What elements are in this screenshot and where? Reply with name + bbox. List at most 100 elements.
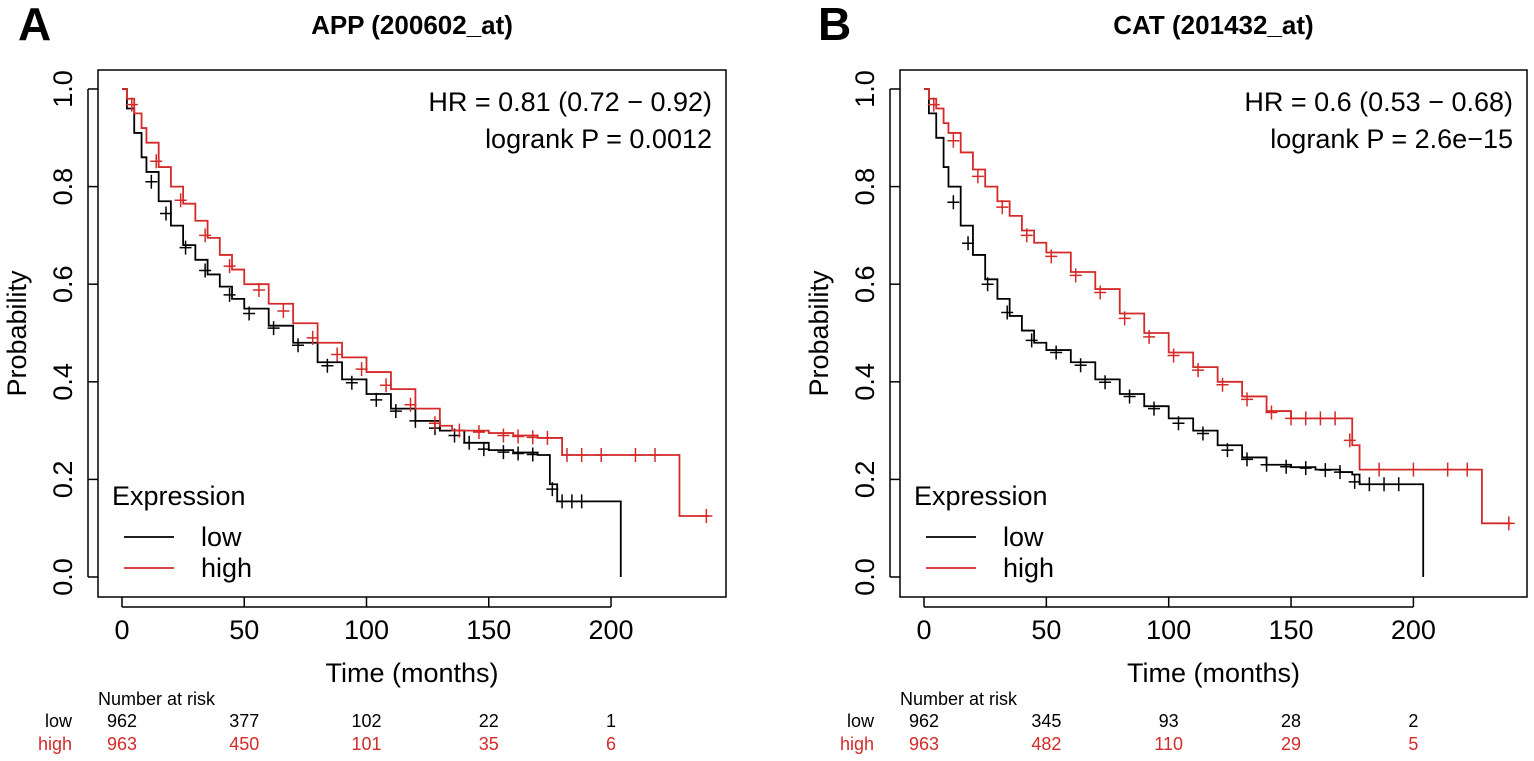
censor-mark-high: [252, 283, 265, 298]
annotation-logrank-p: logrank P = 2.6e−15: [1270, 124, 1513, 154]
risk-value-high: 6: [606, 734, 616, 754]
censor-mark-high: [1502, 516, 1515, 531]
censor-mark-low: [1099, 375, 1112, 390]
censor-mark-high: [1216, 377, 1229, 392]
censor-mark-high: [526, 430, 539, 445]
censor-mark-high: [629, 448, 642, 462]
censor-mark-low: [497, 445, 510, 460]
legend-label-high: high: [1003, 553, 1054, 583]
risk-value-low: 22: [479, 711, 499, 731]
risk-row-label-low: low: [45, 711, 73, 731]
legend-label-high: high: [201, 553, 252, 583]
risk-value-low: 93: [1159, 711, 1179, 731]
y-tick-label: 0.4: [850, 363, 880, 401]
chart-title: APP (200602_at): [311, 10, 513, 40]
annotation-logrank-p: logrank P = 0.0012: [485, 124, 712, 154]
risk-value-high: 29: [1281, 734, 1301, 754]
annotation-hazard-ratio: HR = 0.81 (0.72 − 0.92): [428, 87, 712, 117]
legend-title: Expression: [112, 481, 246, 511]
censor-mark-low: [981, 277, 994, 292]
censor-mark-low: [1348, 474, 1361, 489]
censor-mark-high: [1069, 268, 1082, 283]
x-tick-label: 200: [588, 615, 633, 645]
censor-mark-low: [947, 195, 960, 210]
censor-mark-high: [1461, 462, 1474, 477]
legend-label-low: low: [1003, 522, 1044, 552]
censor-mark-low: [1363, 477, 1376, 492]
censor-mark-high: [380, 378, 393, 393]
y-tick-label: 0.2: [48, 461, 78, 499]
censor-mark-low: [962, 236, 975, 251]
censor-mark-low: [512, 446, 525, 461]
x-tick-label: 0: [114, 615, 129, 645]
censor-mark-high: [700, 509, 713, 523]
censor-mark-low: [199, 263, 212, 278]
y-tick-label: 0.2: [850, 461, 880, 499]
censor-mark-low: [1378, 477, 1391, 492]
risk-value-high: 963: [107, 734, 137, 754]
censor-mark-low: [1196, 426, 1209, 441]
censor-mark-high: [1373, 462, 1386, 477]
risk-value-low: 345: [1031, 711, 1061, 731]
censor-mark-high: [1314, 411, 1327, 426]
panel-letter: A: [18, 0, 51, 50]
censor-mark-low: [223, 287, 236, 302]
censor-mark-high: [1265, 405, 1278, 420]
censor-mark-high: [541, 430, 554, 445]
x-tick-label: 50: [229, 615, 259, 645]
censor-mark-high: [512, 429, 525, 444]
censor-mark-low: [463, 435, 476, 450]
censor-mark-high: [1343, 433, 1356, 448]
censor-mark-low: [1280, 459, 1293, 474]
censor-mark-low: [1333, 465, 1346, 480]
y-tick-label: 0.0: [850, 558, 880, 596]
x-tick-label: 0: [916, 615, 931, 645]
x-tick-label: 100: [1146, 615, 1191, 645]
y-tick-label: 0.6: [850, 265, 880, 303]
censor-mark-low: [389, 404, 402, 419]
panel-a: A APP (200602_at) 0 50 100 150 200 0.0 0.2 0.4 0.6…: [2, 0, 727, 754]
y-tick-label: 0.6: [48, 265, 78, 303]
censor-mark-high: [125, 97, 138, 112]
risk-value-high: 35: [479, 734, 499, 754]
censor-mark-low: [179, 240, 192, 255]
censor-mark-high: [199, 228, 212, 243]
censor-mark-low: [1392, 477, 1405, 492]
x-axis-label: Time (months): [325, 658, 498, 688]
censor-mark-high: [1094, 285, 1107, 300]
risk-row-label-high: high: [38, 734, 72, 754]
censor-mark-high: [1143, 329, 1156, 344]
legend-label-low: low: [201, 522, 242, 552]
censor-mark-low: [292, 338, 305, 353]
risk-table-header: Number at risk: [98, 689, 216, 709]
censor-mark-low: [1299, 461, 1312, 476]
censor-mark-high: [1407, 462, 1420, 477]
censor-mark-high: [996, 200, 1009, 215]
risk-value-low: 2: [1408, 711, 1418, 731]
risk-table-header: Number at risk: [900, 689, 1018, 709]
censor-mark-high: [223, 259, 236, 274]
censor-mark-high: [971, 169, 984, 184]
risk-value-low: 28: [1281, 711, 1301, 731]
series-low-curve: [924, 88, 1425, 577]
censor-mark-low: [145, 174, 158, 189]
censor-mark-high: [1167, 348, 1180, 363]
annotation-hazard-ratio: HR = 0.6 (0.53 − 0.68): [1244, 87, 1513, 117]
censor-mark-high: [1441, 462, 1454, 477]
censor-mark-low: [1148, 401, 1161, 416]
y-tick-label: 0.8: [48, 168, 78, 206]
censor-mark-low: [1221, 443, 1234, 458]
risk-row-label-high: high: [840, 734, 874, 754]
censor-mark-high: [472, 425, 485, 440]
risk-value-high: 963: [909, 734, 939, 754]
x-tick-label: 150: [466, 615, 511, 645]
censor-mark-high: [404, 397, 417, 412]
censor-mark-high: [1118, 311, 1131, 326]
censor-mark-low: [409, 413, 422, 428]
censor-mark-high: [1045, 249, 1058, 264]
censor-mark-low: [345, 375, 358, 390]
y-tick-label: 1.0: [48, 70, 78, 108]
censor-mark-high: [1285, 411, 1298, 426]
censor-mark-low: [1025, 333, 1038, 348]
